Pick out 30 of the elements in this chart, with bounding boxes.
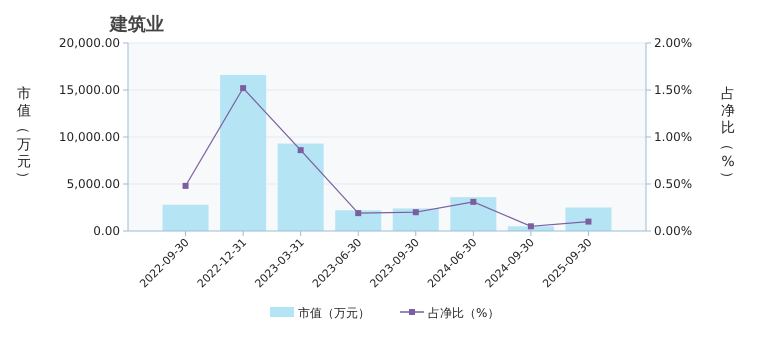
point — [182, 182, 189, 189]
legend-label: 市值（万元） — [298, 306, 370, 320]
legend-label: 占净比（%） — [428, 306, 500, 320]
bar — [162, 204, 209, 231]
chart-title: 建筑业 — [108, 14, 164, 35]
point — [412, 209, 419, 216]
bar — [450, 197, 496, 231]
bar — [335, 210, 382, 231]
y-axis-title: 市值（万元） — [15, 86, 31, 185]
y2-axis-title: 占净比（%） — [719, 86, 735, 185]
bar — [565, 208, 612, 231]
point — [298, 147, 304, 154]
point — [585, 218, 592, 225]
point — [240, 85, 246, 92]
y-tick-label: 5,000.00 — [66, 177, 120, 191]
y-tick-label: 0.00 — [93, 224, 120, 238]
y-tick-label: 15,000.00 — [58, 83, 120, 97]
point — [355, 210, 362, 216]
bar — [220, 74, 266, 231]
y2-tick-label: 1.50% — [654, 83, 692, 97]
bar — [278, 144, 324, 231]
point — [528, 223, 534, 230]
y2-tick-label: 2.00% — [654, 36, 692, 50]
y2-tick-label: 0.00% — [654, 224, 692, 238]
y2-tick-label: 1.00% — [654, 130, 692, 144]
y2-tick-label: 0.50% — [654, 177, 692, 191]
bar — [392, 208, 439, 231]
y-tick-label: 20,000.00 — [58, 36, 120, 50]
y-tick-label: 10,000.00 — [58, 130, 120, 144]
point — [470, 198, 476, 205]
